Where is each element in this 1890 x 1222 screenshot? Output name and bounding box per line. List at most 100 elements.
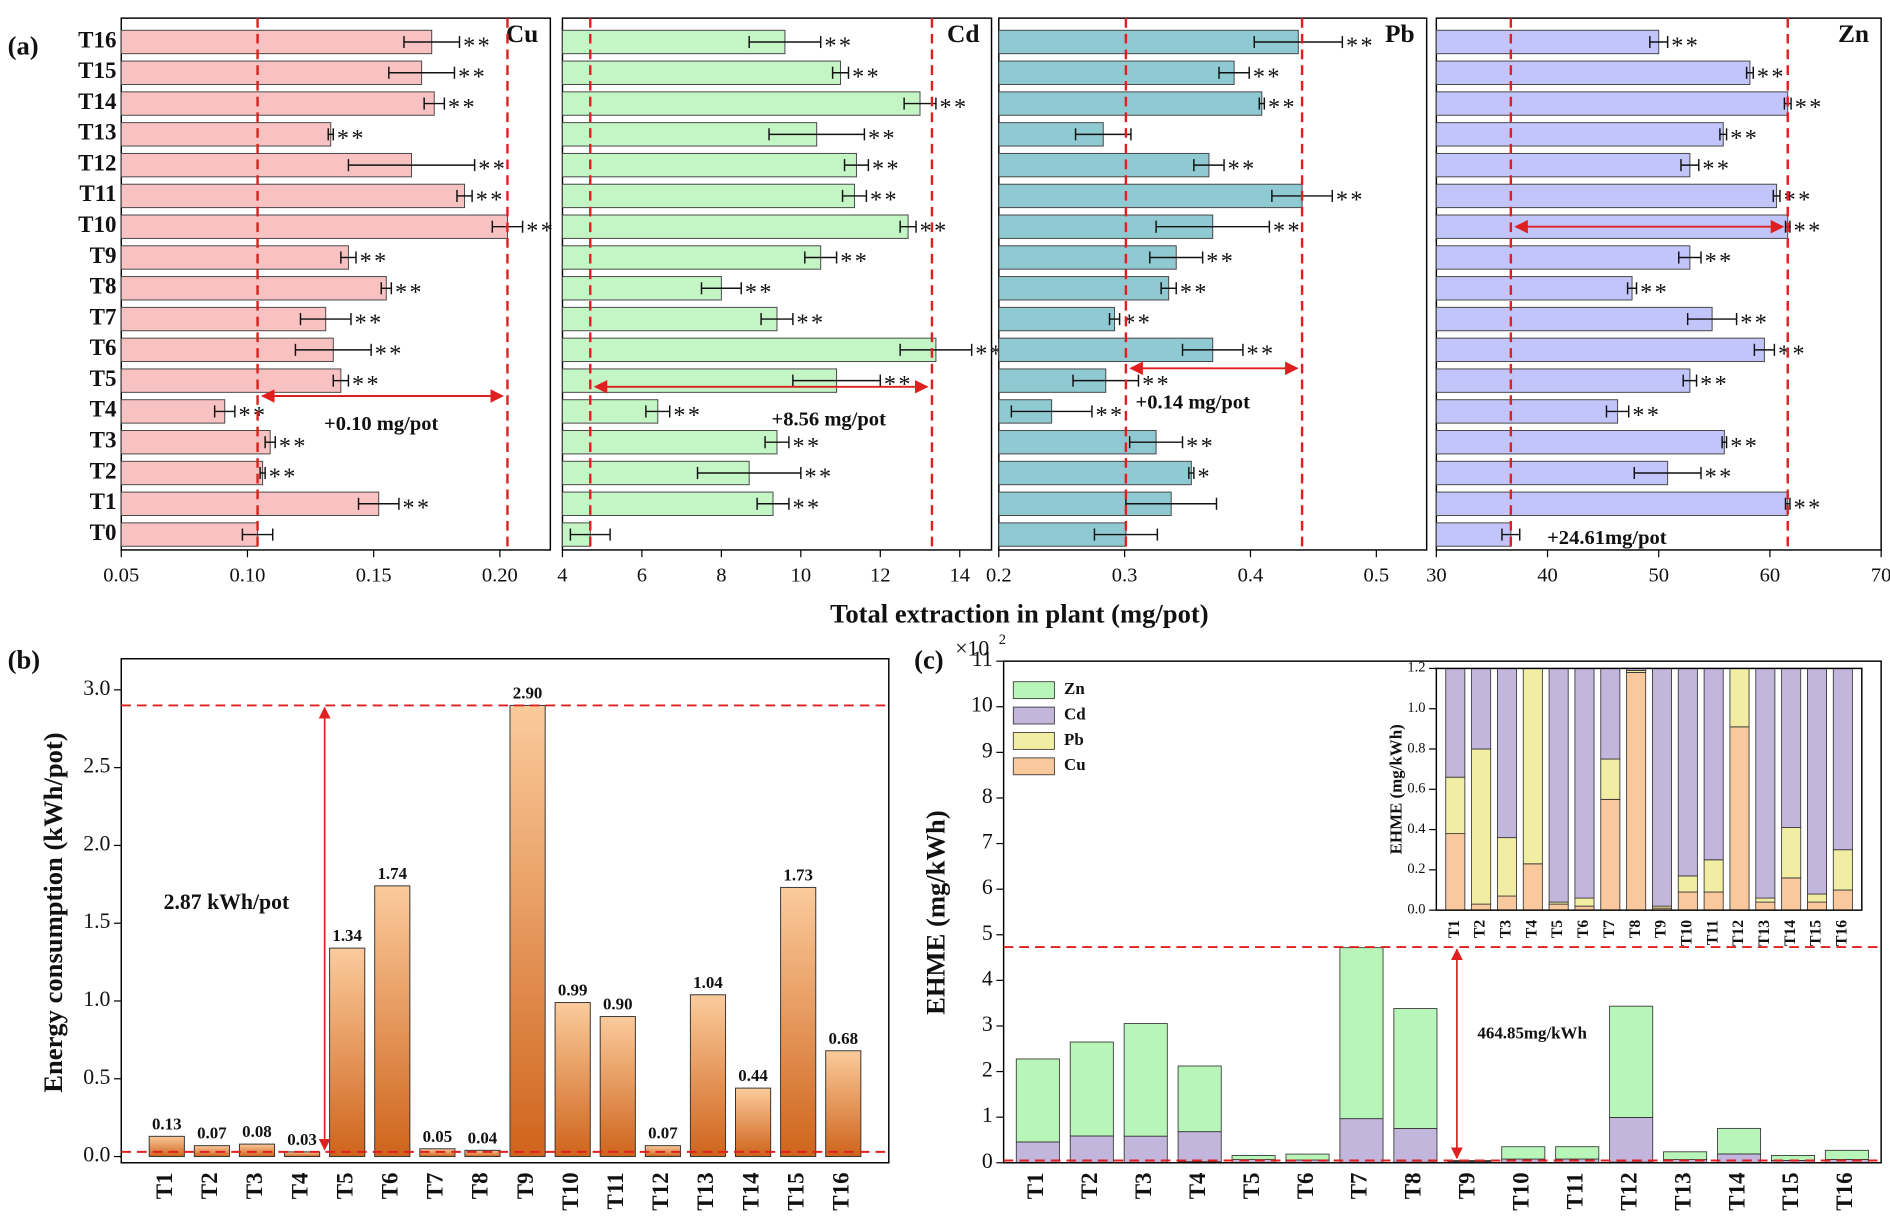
error-bar	[213, 405, 236, 418]
annotation-text: +0.10 mg/pot	[324, 413, 439, 435]
significance-marker: **	[1336, 187, 1365, 214]
bar-segment	[1069, 1041, 1114, 1137]
error-bar	[1501, 528, 1521, 541]
y-tick-label: 2.5	[83, 754, 110, 778]
bar	[1435, 337, 1765, 363]
bar-segment	[1729, 668, 1750, 728]
bar	[120, 214, 508, 239]
bar-segment	[1717, 1153, 1762, 1164]
significance-marker: **	[352, 371, 381, 398]
bar	[561, 245, 822, 270]
significance-marker: **	[1228, 156, 1257, 183]
x-tick-label: T14	[738, 1172, 763, 1211]
bar	[120, 460, 264, 486]
bar	[1435, 368, 1691, 393]
bar	[1435, 491, 1789, 516]
bar	[998, 152, 1210, 178]
bar-segment	[1781, 668, 1802, 828]
significance-marker: **	[458, 63, 487, 90]
value-label: 1.74	[377, 864, 407, 883]
x-tick-label: T3	[1131, 1172, 1156, 1199]
significance-marker: **	[403, 494, 432, 521]
bar	[561, 399, 659, 424]
bar	[1435, 430, 1725, 455]
significance-marker: **	[1700, 371, 1729, 398]
subplot-title: Cd	[947, 20, 979, 48]
bar-segment	[1600, 758, 1621, 800]
x-tick-label: T3	[242, 1172, 267, 1199]
category-label: T9	[90, 243, 117, 268]
bar-segment	[1445, 833, 1466, 911]
significance-marker: **	[920, 217, 949, 244]
error-bar	[357, 497, 400, 510]
y-tick-label: 0.2	[1407, 861, 1425, 877]
bar	[120, 122, 332, 147]
bar	[1435, 522, 1512, 547]
x-tick-label: T6	[378, 1172, 403, 1199]
bar-segment	[1677, 891, 1698, 911]
bar-segment	[1015, 1058, 1060, 1143]
bar	[329, 947, 366, 1158]
category-label: T1	[90, 489, 117, 514]
bar	[998, 460, 1192, 486]
error-bar	[380, 282, 393, 295]
value-label: 1.04	[693, 973, 723, 992]
bar	[120, 399, 226, 424]
significance-marker: **	[1180, 279, 1209, 306]
significance-marker: **	[1206, 248, 1235, 275]
bar-segment	[1824, 1149, 1869, 1160]
category-label: T10	[78, 212, 116, 237]
x-tick-label: T15	[783, 1172, 808, 1210]
x-tick-label: T11	[1704, 920, 1721, 945]
bar-segment	[1123, 1023, 1168, 1137]
error-bar	[1649, 35, 1669, 49]
panel-label: (a)	[8, 30, 39, 60]
annotation-text: +8.56 mg/pot	[772, 408, 887, 430]
bar	[120, 276, 387, 301]
category-label: T4	[90, 397, 117, 422]
significance-marker: **	[1253, 63, 1282, 90]
bar	[561, 214, 909, 239]
bar	[561, 276, 722, 301]
bar	[120, 245, 349, 270]
bar-segment	[1393, 1008, 1438, 1129]
bar	[998, 337, 1214, 363]
x-tick-label: T6	[1293, 1172, 1318, 1199]
value-label: 1.73	[783, 865, 813, 884]
x-tick-label: T1	[1023, 1172, 1048, 1199]
bar-segment	[1755, 668, 1776, 899]
y-axis-label: EHME (mg/kWh)	[1387, 724, 1406, 854]
y-tick-label: 2	[982, 1058, 993, 1082]
x-tick-label: T16	[1832, 1172, 1857, 1210]
bar	[561, 91, 921, 116]
significance-marker: **	[1346, 33, 1375, 60]
error-bar	[388, 66, 456, 79]
bar	[120, 430, 271, 455]
significance-marker: **	[745, 279, 774, 306]
legend-swatch	[1012, 757, 1055, 776]
significance-marker: **	[868, 125, 897, 152]
error-bar	[1258, 97, 1266, 110]
bar	[561, 491, 774, 516]
x-tick-label: 50	[1648, 564, 1669, 586]
bar-segment	[1522, 668, 1543, 865]
bar-segment	[1832, 889, 1853, 911]
significance-marker: **	[269, 464, 298, 491]
bar-segment	[1285, 1153, 1330, 1161]
x-tick-label: T2	[197, 1172, 222, 1199]
significance-marker: **	[797, 310, 826, 337]
bar	[998, 276, 1170, 301]
significance-marker: **	[1778, 340, 1807, 367]
value-label: 0.90	[603, 995, 633, 1014]
x-tick-label: T9	[513, 1172, 538, 1199]
bar	[998, 91, 1263, 116]
bar-segment	[1177, 1065, 1222, 1133]
bar	[120, 368, 342, 393]
significance-marker: **	[804, 464, 833, 491]
significance-marker: **	[1794, 494, 1823, 521]
bar	[1435, 276, 1633, 301]
error-bar	[696, 466, 802, 480]
bar	[561, 152, 857, 178]
bar-segment	[1807, 901, 1827, 911]
